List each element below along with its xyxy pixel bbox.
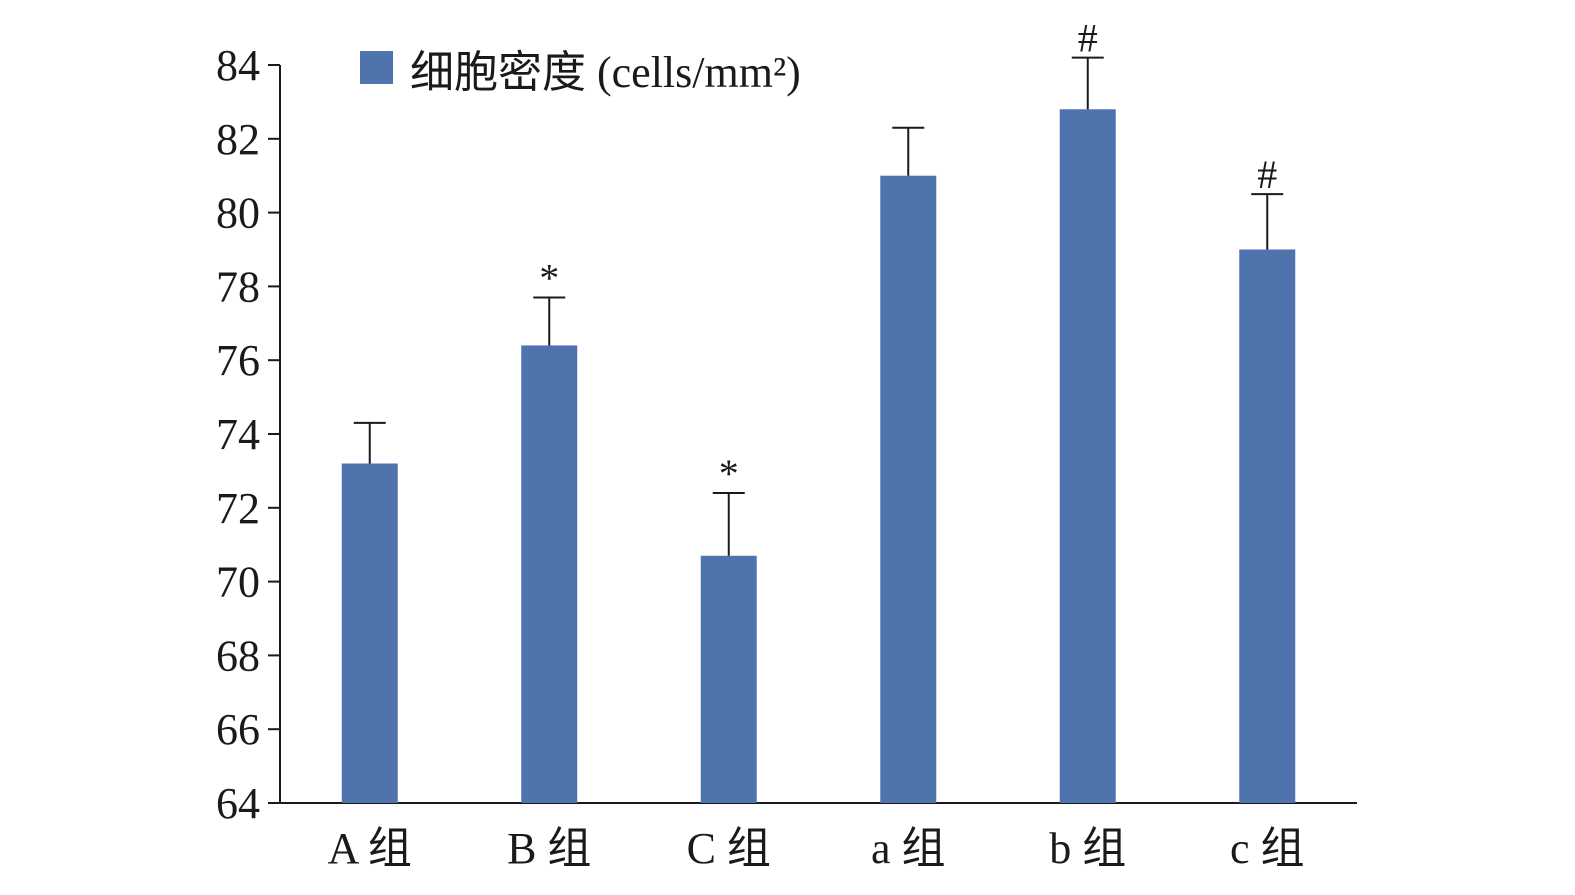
legend: 细胞密度 (cells/mm²) bbox=[360, 48, 801, 97]
significance-marker: * bbox=[539, 255, 559, 300]
y-tick-label: 70 bbox=[216, 558, 260, 607]
legend-label: 细胞密度 (cells/mm²) bbox=[410, 48, 801, 97]
x-category-label: A 组 bbox=[328, 824, 412, 873]
y-tick-label: 64 bbox=[216, 779, 260, 828]
annotations: * * # # bbox=[539, 16, 1277, 496]
x-category-label: C 组 bbox=[687, 824, 771, 873]
bar bbox=[521, 345, 578, 803]
bar bbox=[880, 175, 937, 803]
bar bbox=[700, 555, 757, 803]
error-bars bbox=[353, 56, 1284, 556]
y-tick-label: 68 bbox=[216, 631, 260, 680]
bars bbox=[341, 109, 1296, 803]
bar bbox=[1059, 109, 1116, 803]
y-tick-label: 84 bbox=[216, 41, 260, 90]
x-category-label: b 组 bbox=[1049, 824, 1126, 873]
bar bbox=[341, 463, 398, 803]
bar bbox=[1239, 249, 1296, 803]
x-category-label: c 组 bbox=[1230, 824, 1305, 873]
significance-marker: # bbox=[1257, 152, 1277, 197]
significance-marker: * bbox=[719, 451, 739, 496]
y-tick-label: 82 bbox=[216, 115, 260, 164]
y-tick-label: 74 bbox=[216, 410, 260, 459]
x-category-label: B 组 bbox=[507, 824, 591, 873]
y-tick-label: 76 bbox=[216, 336, 260, 385]
y-tick-label: 80 bbox=[216, 189, 260, 238]
y-tick-label: 72 bbox=[216, 484, 260, 533]
y-tick-label: 66 bbox=[216, 705, 260, 754]
legend-swatch bbox=[360, 51, 393, 84]
axes: 64 66 68 70 72 74 76 78 80 82 84 bbox=[216, 41, 1357, 828]
significance-marker: # bbox=[1078, 16, 1098, 61]
y-tick-label: 78 bbox=[216, 262, 260, 311]
x-category-label: a 组 bbox=[871, 824, 946, 873]
